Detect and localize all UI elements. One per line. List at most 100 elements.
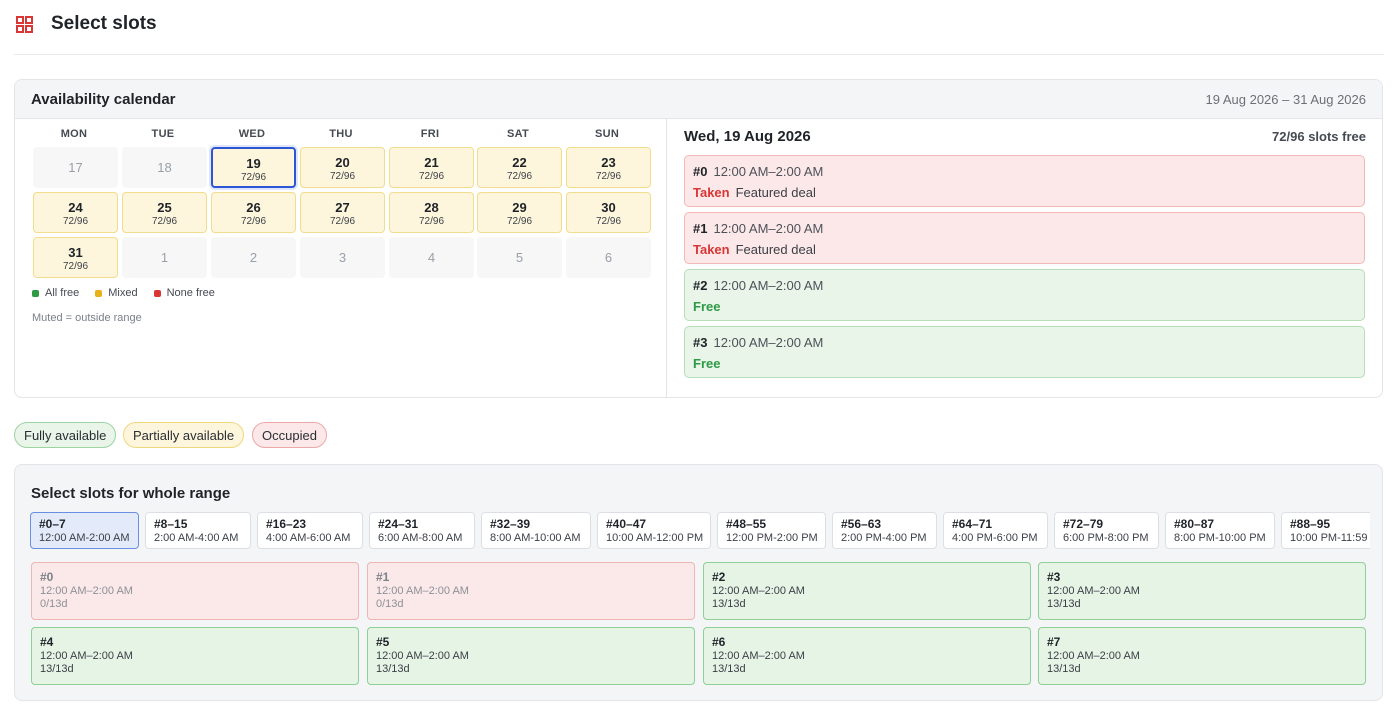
day-slot-id: #2 [693, 278, 708, 293]
page-title: Select slots [51, 13, 157, 34]
calendar-day-slots: 72/96 [240, 172, 267, 183]
calendar-day-number: 1 [160, 250, 169, 265]
slot-group-tab-range: #24–31 [378, 517, 419, 531]
slot-group-tab[interactable]: #32–39 8:00 AM-10:00 AM [481, 512, 591, 549]
calendar-day-number: 21 [424, 155, 439, 170]
day-slot-note: Featured deal [735, 242, 816, 257]
slot-group-tab-time: 10:00 AM-12:00 PM [606, 532, 704, 544]
slot-cell[interactable]: #7 12:00 AM–2:00 AM 13/13d [1038, 627, 1366, 685]
slot-group-tab[interactable]: #24–31 6:00 AM-8:00 AM [369, 512, 475, 549]
calendar-day[interactable]: 23 72/96 [566, 147, 651, 188]
slot-group-tab[interactable]: #16–23 4:00 AM-6:00 AM [257, 512, 363, 549]
calendar-day-number: 23 [601, 155, 616, 170]
calendar-day: 4 [389, 237, 474, 278]
slots-free-count: 72/96 slots free [1272, 129, 1366, 144]
slot-cell-id: #1 [376, 570, 390, 584]
day-slot-status: Free [693, 299, 721, 314]
slot-group-tab[interactable]: #48–55 12:00 PM-2:00 PM [717, 512, 826, 549]
calendar-day: 18 [122, 147, 207, 188]
slot-group-tab-range: #32–39 [490, 517, 531, 531]
slot-group-tab[interactable]: #8–15 2:00 AM-4:00 AM [145, 512, 251, 549]
slot-group-tab[interactable]: #72–79 6:00 PM-8:00 PM [1054, 512, 1159, 549]
day-slot-status-line: Taken Featured deal [693, 242, 816, 257]
day-slot-time: #0 12:00 AM–2:00 AM [693, 164, 824, 179]
day-slot[interactable]: #0 12:00 AM–2:00 AM Taken Featured deal [684, 155, 1365, 207]
calendar-day[interactable]: 22 72/96 [477, 147, 562, 188]
day-slot-status: Free [693, 356, 721, 371]
weekday-header: THU [329, 128, 353, 140]
slot-cell[interactable]: #6 12:00 AM–2:00 AM 13/13d [703, 627, 1031, 685]
day-slot-status: Taken [693, 242, 730, 257]
slot-cell-id: #6 [712, 635, 726, 649]
slot-group-tab-range: #64–71 [952, 517, 993, 531]
day-slot-id: #3 [693, 335, 708, 350]
status-pill-fully-available[interactable]: Fully available [14, 422, 117, 448]
slot-group-tab-time: 4:00 AM-6:00 AM [266, 532, 351, 544]
calendar-day[interactable]: 19 72/96 [211, 147, 296, 188]
calendar-day-number: 24 [68, 200, 83, 215]
calendar-day: 1 [122, 237, 207, 278]
legend-dot [153, 289, 161, 297]
slot-cell[interactable]: #2 12:00 AM–2:00 AM 13/13d [703, 562, 1031, 620]
slot-group-tab-time: 12:00 AM-2:00 AM [39, 532, 130, 544]
slot-cell-time: 12:00 AM–2:00 AM [1047, 650, 1140, 662]
slot-cell-id: #5 [376, 635, 390, 649]
slot-cell-time: 12:00 AM–2:00 AM [40, 650, 133, 662]
status-pill-partially-available[interactable]: Partially available [123, 422, 245, 448]
day-slot-status-line: Free [693, 299, 720, 314]
calendar-day[interactable]: 21 72/96 [389, 147, 474, 188]
slot-group-tab-time: 6:00 AM-8:00 AM [378, 532, 463, 544]
day-slot[interactable]: #1 12:00 AM–2:00 AM Taken Featured deal [684, 212, 1365, 264]
day-slot[interactable]: #2 12:00 AM–2:00 AM Free [684, 269, 1365, 321]
slot-cell-id: #3 [1047, 570, 1061, 584]
legend-dot [32, 289, 39, 297]
day-slot-time: #3 12:00 AM–2:00 AM [693, 335, 824, 350]
grid-icon [16, 16, 33, 33]
calendar-day-number: 2 [249, 250, 258, 265]
slot-group-tab-range: #0–7 [39, 517, 66, 531]
slot-group-tab[interactable]: #80–87 8:00 PM-10:00 PM [1165, 512, 1275, 549]
calendar-day-slots: 72/96 [62, 261, 89, 272]
slot-cell[interactable]: #3 12:00 AM–2:00 AM 13/13d [1038, 562, 1366, 620]
day-slot-status-line: Taken Featured deal [693, 185, 816, 200]
slot-cell-availability: 13/13d [376, 663, 410, 675]
slot-group-tab[interactable]: #56–63 2:00 PM-4:00 PM [832, 512, 937, 549]
slot-cell[interactable]: #0 12:00 AM–2:00 AM 0/13d [31, 562, 359, 620]
calendar-day-slots: 72/96 [506, 171, 533, 182]
calendar-day[interactable]: 30 72/96 [566, 192, 651, 233]
calendar-day[interactable]: 31 72/96 [33, 237, 118, 278]
slot-cell[interactable]: #5 12:00 AM–2:00 AM 13/13d [367, 627, 695, 685]
legend-item: None free [153, 287, 215, 299]
calendar-day[interactable]: 26 72/96 [211, 192, 296, 233]
legend-label: None free [166, 287, 215, 299]
calendar-day-slots: 72/96 [595, 216, 622, 227]
slot-group-tab[interactable]: #40–47 10:00 AM-12:00 PM [597, 512, 711, 549]
day-slot-id: #1 [693, 221, 708, 236]
calendar-day-slots: 72/96 [506, 216, 533, 227]
day-slot-status-line: Free [693, 356, 720, 371]
slot-cell[interactable]: #4 12:00 AM–2:00 AM 13/13d [31, 627, 359, 685]
calendar-day[interactable]: 25 72/96 [122, 192, 207, 233]
calendar-day: 17 [33, 147, 118, 188]
slot-group-tab-range: #48–55 [726, 517, 767, 531]
calendar-day: 6 [566, 237, 651, 278]
calendar-day[interactable]: 20 72/96 [300, 147, 385, 188]
slot-group-tab[interactable]: #64–71 4:00 PM-6:00 PM [943, 512, 1048, 549]
slot-cell[interactable]: #1 12:00 AM–2:00 AM 0/13d [367, 562, 695, 620]
day-slot-time: #2 12:00 AM–2:00 AM [693, 278, 824, 293]
slot-group-tab-time: 2:00 AM-4:00 AM [154, 532, 239, 544]
calendar-day[interactable]: 29 72/96 [477, 192, 562, 233]
status-pill-occupied[interactable]: Occupied [252, 422, 327, 448]
calendar-day[interactable]: 28 72/96 [389, 192, 474, 233]
slot-group-tab[interactable]: #88–95 10:00 PM-11:59 P [1281, 512, 1370, 549]
legend-dot [95, 289, 103, 297]
day-slot[interactable]: #3 12:00 AM–2:00 AM Free [684, 326, 1365, 378]
slot-group-tab[interactable]: #0–7 12:00 AM-2:00 AM [30, 512, 139, 549]
slot-cell-availability: 0/13d [376, 598, 404, 610]
slot-cell-availability: 13/13d [40, 663, 74, 675]
calendar-day[interactable]: 27 72/96 [300, 192, 385, 233]
slot-group-tab-time: 10:00 PM-11:59 P [1290, 532, 1370, 544]
calendar-day[interactable]: 24 72/96 [33, 192, 118, 233]
day-detail: Wed, 19 Aug 2026 72/96 slots free #0 12:0… [668, 119, 1382, 397]
header-divider [14, 54, 1384, 55]
